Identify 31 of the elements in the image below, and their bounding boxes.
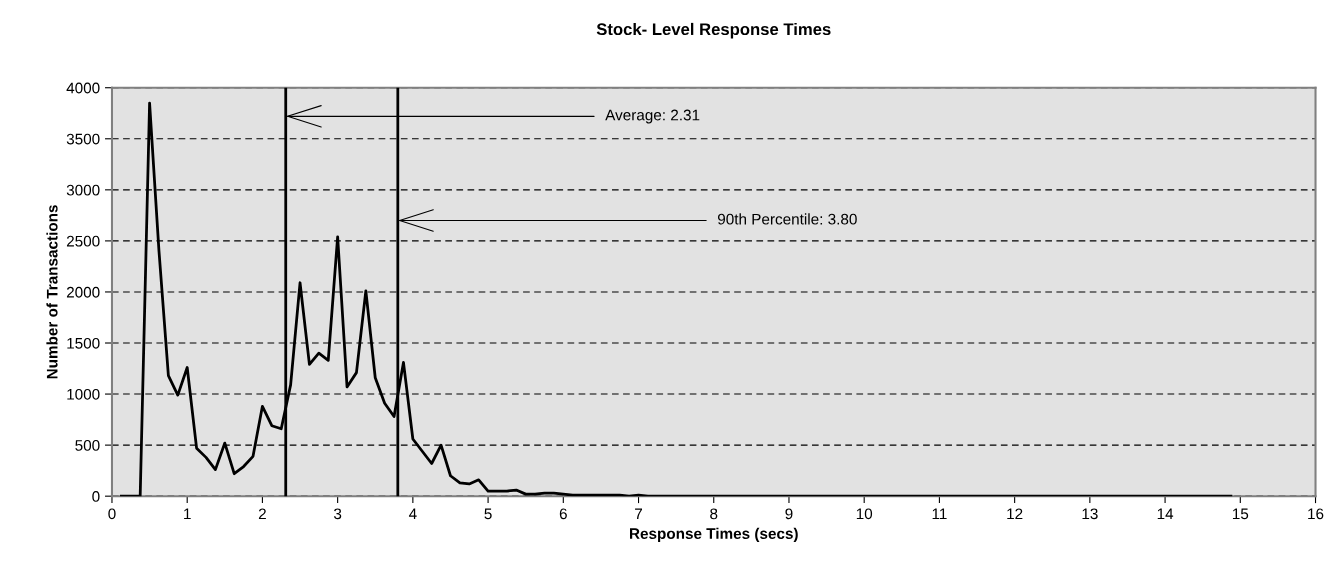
y-tick-label: 2500 bbox=[66, 235, 100, 247]
x-tick-label: 3 bbox=[333, 508, 342, 520]
x-tick-label: 13 bbox=[1082, 508, 1098, 520]
x-tick-label: 16 bbox=[1308, 508, 1324, 520]
x-tick-label: 0 bbox=[108, 508, 116, 520]
x-tick-label: 6 bbox=[559, 508, 567, 520]
y-tick-label: 0 bbox=[92, 491, 100, 502]
x-tick-label: 7 bbox=[635, 508, 643, 520]
x-tick-label: 5 bbox=[484, 508, 492, 520]
chart-title: Stock- Level Response Times bbox=[596, 22, 831, 39]
x-tick-label: 14 bbox=[1157, 508, 1174, 520]
y-tick-label: 500 bbox=[75, 439, 100, 451]
x-tick-label: 11 bbox=[932, 508, 947, 520]
y-tick-label: 1000 bbox=[67, 388, 100, 400]
x-tick-label: 10 bbox=[856, 508, 873, 520]
annotation: Average: 2.31 bbox=[605, 109, 700, 124]
x-axis-title: Response Times (secs) bbox=[630, 527, 798, 543]
y-axis-title: Number of Transactions bbox=[46, 205, 58, 379]
y-tick-label: 1500 bbox=[67, 337, 100, 349]
y-tick-label: 4000 bbox=[66, 82, 100, 94]
x-tick-label: 12 bbox=[1007, 508, 1023, 520]
y-tick-label: 3500 bbox=[66, 133, 100, 145]
annotation: 90th Percentile: 3.80 bbox=[717, 213, 857, 225]
x-tick-label: 4 bbox=[408, 508, 417, 520]
x-tick-label: 1 bbox=[184, 508, 191, 520]
x-tick-label: 2 bbox=[258, 508, 266, 520]
x-tick-label: 9 bbox=[785, 508, 793, 520]
y-tick-label: 3000 bbox=[66, 184, 100, 196]
x-tick-label: 15 bbox=[1232, 508, 1249, 520]
y-tick-label: 2000 bbox=[66, 286, 100, 298]
x-tick-label: 8 bbox=[710, 508, 718, 520]
